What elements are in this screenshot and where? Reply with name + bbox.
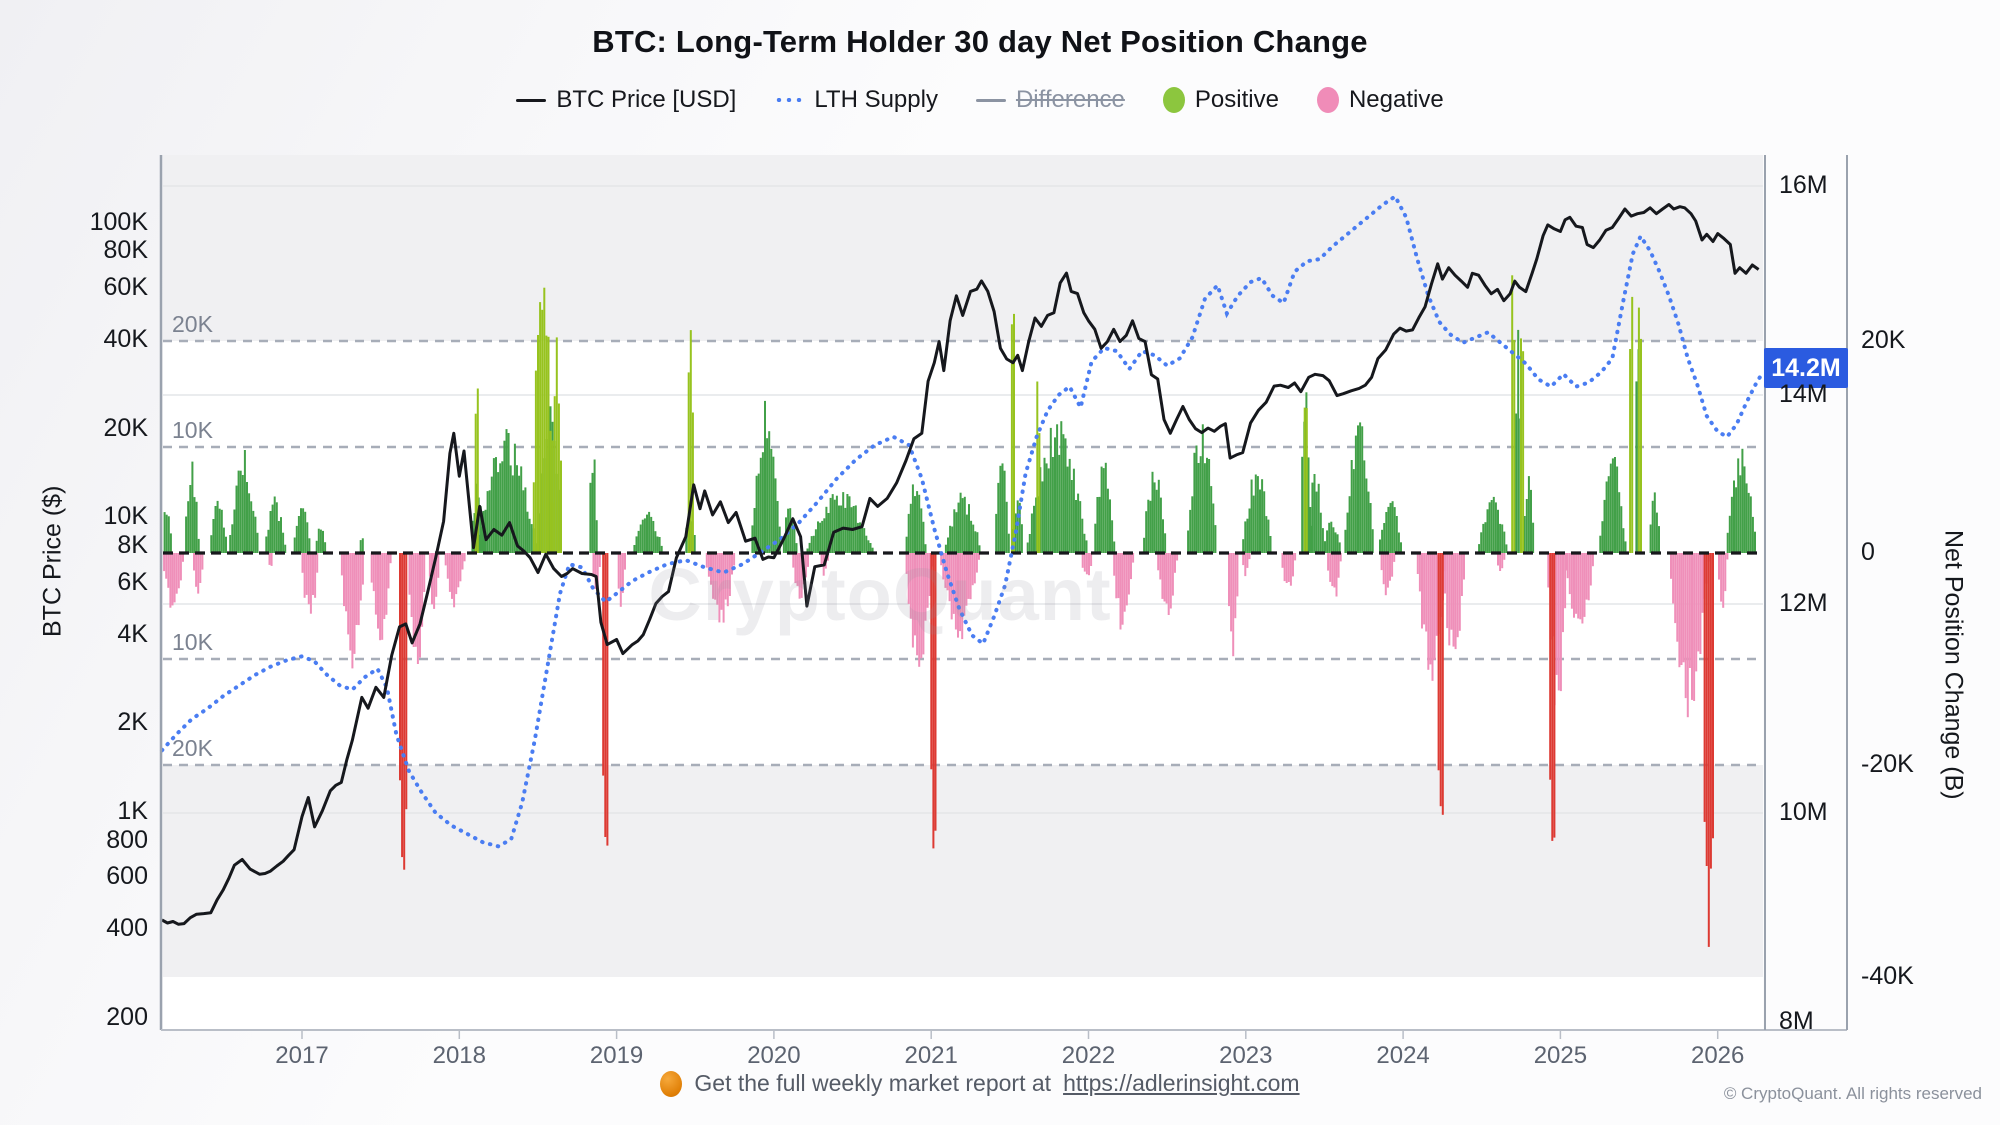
y-axis-price-tick: 80K — [103, 236, 148, 265]
y-axis-price-tick: 40K — [103, 325, 148, 354]
x-axis-year-tick: 2020 — [747, 1042, 801, 1069]
y-axis-supply-tick: 14M — [1779, 380, 1828, 408]
y-axis-net-tick: -40K — [1861, 962, 1914, 990]
x-axis-year-tick: 2025 — [1533, 1042, 1588, 1069]
y-axis-price-tick: 1K — [117, 797, 148, 825]
y-axis-supply-tick: 12M — [1779, 589, 1828, 617]
legend-label: Difference — [1015, 86, 1125, 113]
y-axis-price-tick: 60K — [103, 273, 148, 302]
copyright-note: © CryptoQuant. All rights reserved — [1723, 1084, 1982, 1103]
y-axis-supply-tick: 8M — [1779, 1007, 1814, 1035]
x-axis-year-tick: 2018 — [432, 1042, 486, 1069]
line-swatch-icon — [975, 98, 1006, 102]
x-axis-year-tick: 2023 — [1219, 1042, 1273, 1069]
net-gridline-label: 10K — [172, 417, 213, 443]
footer-note: Get the full weekly market report at htt… — [0, 1070, 1960, 1097]
legend-item-negative[interactable]: Negative — [1316, 86, 1444, 114]
line-swatch-icon — [516, 98, 547, 102]
legend-item-btc-price[interactable]: BTC Price [USD] — [516, 86, 736, 114]
dotted-line-swatch-icon — [774, 98, 805, 102]
y-axis-price-tick: 200 — [106, 1002, 148, 1031]
x-axis-year-tick: 2026 — [1690, 1042, 1745, 1069]
legend-item-difference[interactable]: Difference — [975, 86, 1125, 114]
x-axis-year-tick: 2017 — [275, 1042, 329, 1069]
legend-item-lth-supply[interactable]: LTH Supply — [774, 86, 938, 114]
y-axis-price-tick: 400 — [106, 914, 148, 943]
x-axis-year-tick: 2022 — [1061, 1042, 1116, 1069]
y-axis-price-tick: 6K — [117, 567, 148, 596]
y-axis-price-tick: 800 — [106, 825, 148, 854]
y-axis-price-tick: 10K — [103, 502, 148, 531]
y-axis-supply-tick: 16M — [1779, 171, 1828, 199]
y-axis-net-tick: -20K — [1861, 750, 1914, 778]
y-axis-net-tick: 0 — [1861, 538, 1875, 566]
chart-legend: BTC Price [USD] LTH Supply Difference Po… — [0, 86, 1960, 114]
y-axis-price-tick: 2K — [117, 708, 148, 737]
legend-label: Positive — [1194, 86, 1279, 113]
y-axis-price-tick: 100K — [89, 207, 148, 236]
last-value-badge: 14.2M — [1764, 348, 1848, 389]
legend-label: Negative — [1348, 86, 1444, 113]
circle-swatch-icon — [1162, 87, 1185, 113]
y-axis-price-tick: 20K — [103, 413, 148, 442]
x-axis-year-tick: 2024 — [1376, 1042, 1430, 1069]
legend-item-positive[interactable]: Positive — [1162, 86, 1279, 114]
y-axis-supply-tick: 10M — [1779, 798, 1828, 826]
y-axis-price-tick: 8K — [117, 530, 148, 559]
net-gridline-label: 20K — [172, 735, 213, 761]
legend-label: BTC Price [USD] — [556, 86, 737, 113]
y-axis-price-tick: 4K — [117, 619, 148, 648]
circle-swatch-icon — [1316, 87, 1339, 113]
net-gridline-label: 20K — [172, 311, 213, 337]
y-axis-title-net-position: Net Position Change (B) — [1939, 530, 1968, 800]
net-gridline-label: 10K — [172, 629, 213, 655]
legend-label: LTH Supply — [814, 86, 938, 113]
x-axis-year-tick: 2019 — [589, 1042, 644, 1069]
x-axis-year-tick: 2021 — [904, 1042, 958, 1069]
chart-title: BTC: Long-Term Holder 30 day Net Positio… — [592, 24, 1368, 59]
orange-dot-icon — [660, 1070, 683, 1097]
footer-link[interactable]: https://adlerinsight.com — [1063, 1070, 1300, 1096]
y-axis-net-tick: 20K — [1861, 326, 1906, 354]
y-axis-price-tick: 600 — [106, 862, 148, 891]
footer-text: Get the full weekly market report at — [694, 1070, 1052, 1096]
